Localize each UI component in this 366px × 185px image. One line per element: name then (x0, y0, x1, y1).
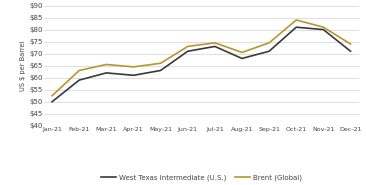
West Texas Intermediate (U.S.) (321, 28, 326, 31)
West Texas Intermediate (U.S.) (77, 79, 81, 81)
West Texas Intermediate (U.S.) (348, 50, 353, 52)
West Texas Intermediate (U.S.) (104, 72, 109, 74)
Brent (Global) (104, 63, 109, 66)
Brent (Global) (213, 42, 217, 44)
West Texas Intermediate (U.S.) (240, 57, 244, 60)
West Texas Intermediate (U.S.) (267, 50, 271, 52)
Brent (Global) (158, 62, 163, 64)
Brent (Global) (294, 19, 298, 21)
Brent (Global) (186, 45, 190, 48)
Y-axis label: US $ per Barrel: US $ per Barrel (20, 41, 26, 91)
West Texas Intermediate (U.S.) (213, 45, 217, 48)
West Texas Intermediate (U.S.) (131, 74, 136, 76)
Brent (Global) (321, 26, 326, 28)
Brent (Global) (131, 66, 136, 68)
Brent (Global) (348, 43, 353, 45)
Line: West Texas Intermediate (U.S.): West Texas Intermediate (U.S.) (52, 27, 351, 102)
Brent (Global) (267, 42, 271, 44)
Brent (Global) (77, 69, 81, 72)
West Texas Intermediate (U.S.) (158, 69, 163, 72)
Line: Brent (Global): Brent (Global) (52, 20, 351, 96)
Brent (Global) (50, 95, 54, 97)
West Texas Intermediate (U.S.) (186, 50, 190, 52)
West Texas Intermediate (U.S.) (50, 101, 54, 103)
Brent (Global) (240, 51, 244, 54)
Legend: West Texas Intermediate (U.S.), Brent (Global): West Texas Intermediate (U.S.), Brent (G… (98, 171, 305, 184)
West Texas Intermediate (U.S.) (294, 26, 298, 28)
